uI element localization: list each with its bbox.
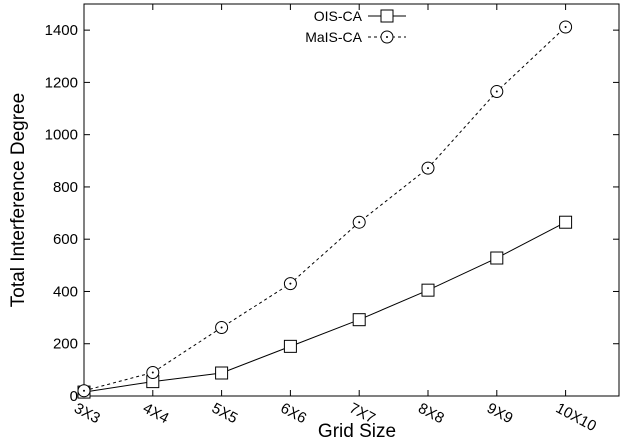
data-point-ois-ca (215, 366, 229, 380)
series-line-mais-ca (83, 26, 566, 392)
x-tick-label: 5X5 (209, 400, 241, 428)
circle-marker-dot (386, 36, 388, 38)
data-point-ois-ca (352, 313, 366, 327)
y-tick-label: 800 (53, 179, 78, 196)
data-point-mais-ca (146, 365, 160, 379)
y-tick-label: 400 (53, 283, 78, 300)
circle-marker-dot (220, 326, 223, 329)
x-axis-title: Grid Size (318, 421, 396, 441)
circle-marker-dot (83, 389, 85, 392)
circle-marker-dot (564, 25, 567, 28)
data-point-mais-ca (283, 277, 297, 291)
x-tick-label: 3X3 (71, 400, 103, 428)
data-point-mais-ca (215, 321, 229, 335)
y-tick-label: 0 (70, 388, 78, 405)
y-axis-title: Total Interference Degree (8, 93, 29, 307)
data-point-ois-ca (421, 283, 435, 297)
circle-marker-dot (151, 371, 154, 374)
series-layer (77, 20, 573, 399)
data-point-ois-ca (283, 339, 297, 353)
y-tick-label: 1200 (45, 74, 78, 91)
data-point-mais-ca (421, 161, 435, 175)
x-tick-label: 4X4 (140, 400, 172, 428)
data-point-ois-ca (490, 251, 504, 265)
y-tick-label: 600 (53, 231, 78, 248)
circle-marker-dot (427, 167, 429, 170)
series-line-ois-ca (83, 221, 566, 393)
legend: OIS-CA MaIS-CA (305, 8, 406, 45)
data-point-ois-ca (559, 215, 573, 229)
legend-label: OIS-CA (314, 8, 363, 24)
data-point-mais-ca (352, 215, 366, 229)
x-tick-label: 10X10 (553, 400, 599, 435)
circle-marker-dot (495, 90, 498, 93)
x-tick-label: 9X9 (484, 400, 516, 428)
y-tick-label: 1400 (45, 22, 78, 39)
y-axis-ticks: 0 200 400 600 800 1000 1200 1400 (45, 22, 619, 405)
x-tick-label: 6X6 (278, 400, 310, 428)
plot-frame (83, 3, 620, 397)
circle-marker-dot (358, 221, 361, 224)
data-point-mais-ca (77, 384, 91, 398)
legend-marker (380, 30, 394, 44)
x-tick-label: 8X8 (415, 400, 447, 428)
legend-label: MaIS-CA (305, 29, 362, 45)
data-point-mais-ca (490, 85, 504, 99)
circle-marker-dot (289, 282, 292, 285)
data-point-mais-ca (559, 20, 573, 34)
y-tick-label: 200 (53, 336, 78, 353)
y-tick-label: 1000 (45, 127, 78, 144)
legend-marker (380, 9, 394, 23)
